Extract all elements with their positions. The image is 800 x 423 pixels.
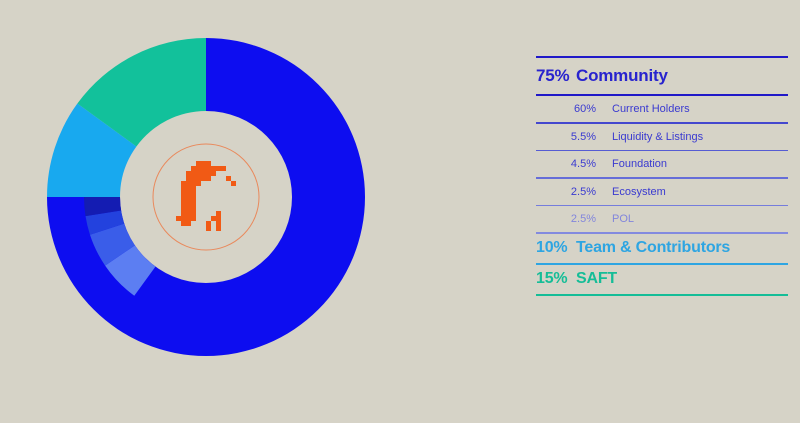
legend-divider-saft xyxy=(536,293,788,296)
legend-row-pol: 2.5% POL xyxy=(536,206,788,232)
donut-subsegment-foundation[interactable] xyxy=(89,223,135,266)
legend-divider-liquidity-listings xyxy=(536,149,788,151)
legend-divider-current-holders xyxy=(536,122,788,124)
donut-subsegment-ecosystem[interactable] xyxy=(85,210,125,235)
legend-pct-current-holders: 60% xyxy=(573,103,596,115)
donut-segment-team-contributors[interactable] xyxy=(47,103,137,197)
legend-divider-community xyxy=(536,94,788,96)
legend-pct-liquidity-listings: 5.5% xyxy=(570,130,596,143)
legend-pct-saft: 15% xyxy=(536,270,568,287)
donut-segment-saft[interactable] xyxy=(77,38,207,147)
legend-label-team-contributors: Team & Contributors xyxy=(576,239,731,256)
legend-row-ecosystem: 2.5% Ecosystem xyxy=(536,179,788,205)
legend-pct-team-contributors: 10% xyxy=(536,239,568,256)
legend-row-team-contributors: 10% Team & Contributors xyxy=(536,234,788,263)
legend-pct-pol: 2.5% xyxy=(570,213,596,225)
center-icon-ring xyxy=(152,143,260,251)
legend-row-saft: 15% SAFT xyxy=(536,265,788,294)
legend-divider-ecosystem xyxy=(536,204,788,206)
pixel-flame-icon xyxy=(176,161,236,231)
legend-row-community: 75% Community xyxy=(536,58,788,94)
legend-top-divider xyxy=(536,56,788,58)
legend-label-community: Community xyxy=(576,66,668,85)
legend-divider-team-contributors xyxy=(536,262,788,265)
donut-subsegment-pol[interactable] xyxy=(84,197,122,217)
legend-row-liquidity-listings: 5.5% Liquidity & Listings xyxy=(536,124,788,150)
donut-subsegment-liquidity-listings[interactable] xyxy=(105,245,156,296)
legend-divider-pol xyxy=(536,232,788,234)
legend-label-liquidity-listings: Liquidity & Listings xyxy=(612,130,704,143)
legend-row-current-holders: 60% Current Holders xyxy=(536,96,788,122)
legend-pct-foundation: 4.5% xyxy=(570,158,596,170)
legend-row-foundation: 4.5% Foundation xyxy=(536,151,788,177)
legend-pct-community: 75% xyxy=(536,66,570,85)
legend-label-saft: SAFT xyxy=(576,270,617,287)
legend-label-ecosystem: Ecosystem xyxy=(612,185,666,198)
legend-label-foundation: Foundation xyxy=(612,158,668,170)
allocation-legend: 75% Community 60% Current Holders 5.5% Liquid… xyxy=(536,56,788,296)
legend-pct-ecosystem: 2.5% xyxy=(570,185,596,198)
legend-label-pol: POL xyxy=(612,213,635,225)
legend-label-current-holders: Current Holders xyxy=(612,103,690,115)
legend-divider-foundation xyxy=(536,177,788,179)
